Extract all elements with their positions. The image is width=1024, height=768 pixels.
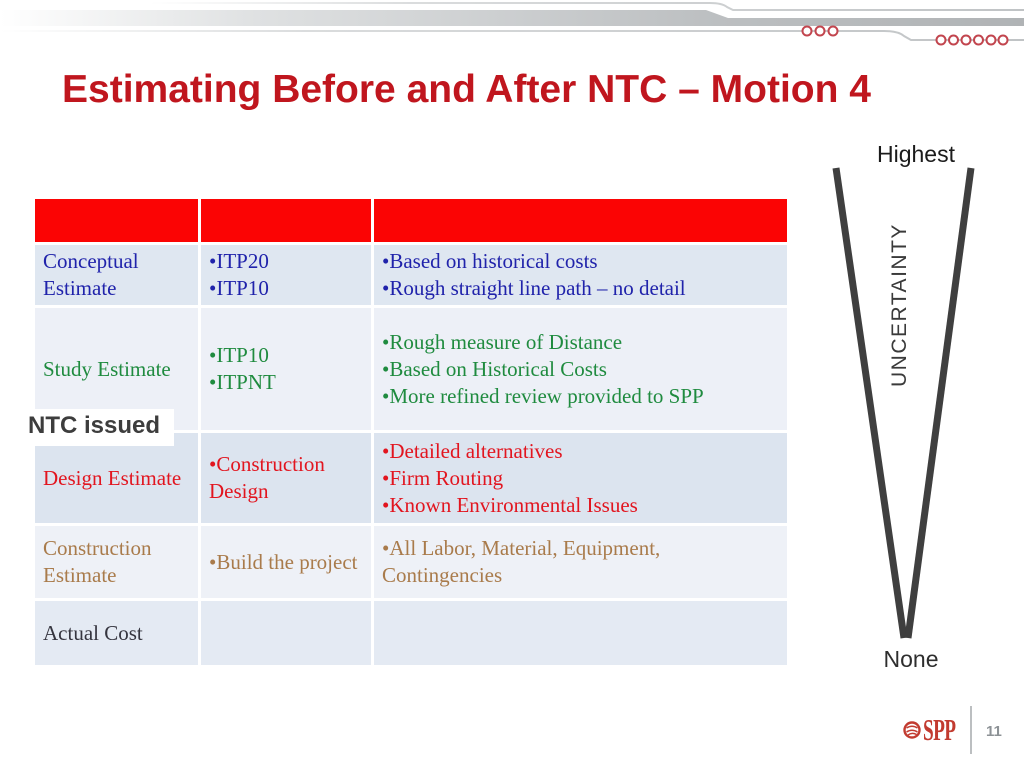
- funnel-right-line: [904, 167, 975, 639]
- detail-item: Rough straight line path – no detail: [382, 275, 779, 302]
- deco-circles-left: [801, 25, 839, 37]
- detail-item: Firm Routing: [382, 465, 779, 492]
- footer: SPP 11: [900, 704, 1020, 760]
- table-row-actual-cost: Actual Cost: [35, 601, 787, 665]
- estimate-table: Conceptual Estimate ITP20 ITP10 Based on…: [35, 199, 787, 668]
- page-title: Estimating Before and After NTC – Motion…: [62, 68, 871, 111]
- phase-cell: ITP10 ITPNT: [201, 308, 371, 430]
- stage-cell: Construction Estimate: [35, 526, 198, 598]
- table-row-design-estimate: Design Estimate Construction Design Deta…: [35, 433, 787, 523]
- spp-logo: SPP: [902, 712, 975, 748]
- phase-item: Build the project: [209, 549, 363, 576]
- phase-cell: [201, 601, 371, 665]
- detail-item: Detailed alternatives: [382, 438, 779, 465]
- deco-thick-bar: [0, 10, 1024, 26]
- detail-item: Based on Historical Costs: [382, 356, 779, 383]
- stage-cell: Design Estimate: [35, 433, 198, 523]
- footer-divider: [970, 706, 972, 754]
- detail-item: Known Environmental Issues: [382, 492, 779, 519]
- ntc-issued-label: NTC issued: [14, 409, 175, 446]
- header-cell-phase: [201, 199, 371, 242]
- table-row-study-estimate: Study Estimate ITP10 ITPNT Rough measure…: [35, 308, 787, 430]
- phase-cell: Build the project: [201, 526, 371, 598]
- details-cell: All Labor, Material, Equipment, Continge…: [374, 526, 787, 598]
- details-cell: Rough measure of Distance Based on Histo…: [374, 308, 787, 430]
- table-header-row: [35, 199, 787, 242]
- spp-globe-icon: [903, 721, 921, 739]
- table-row-conceptual-estimate: Conceptual Estimate ITP20 ITP10 Based on…: [35, 245, 787, 305]
- detail-item: Based on historical costs: [382, 248, 779, 275]
- funnel-highest-label: Highest: [877, 141, 955, 167]
- phase-item: ITP10: [209, 342, 363, 369]
- details-cell: Based on historical costs Rough straight…: [374, 245, 787, 305]
- phase-item: ITPNT: [209, 369, 363, 396]
- page-number: 11: [986, 723, 1002, 740]
- details-cell: Detailed alternatives Firm Routing Known…: [374, 433, 787, 523]
- header-ribbon-decoration: [0, 1, 1024, 46]
- phase-cell: ITP20 ITP10: [201, 245, 371, 305]
- detail-item: Rough measure of Distance: [382, 329, 779, 356]
- header-cell-details: [374, 199, 787, 242]
- details-cell: [374, 601, 787, 665]
- deco-circles-right: [935, 34, 1009, 46]
- phase-item: ITP10: [209, 275, 363, 302]
- header-cell-stage: [35, 199, 198, 242]
- phase-item: Construction Design: [209, 451, 363, 505]
- stage-cell: Actual Cost: [35, 601, 198, 665]
- funnel-left-line: [832, 167, 908, 639]
- funnel-uncertainty-label: UNCERTAINTY: [888, 223, 911, 388]
- funnel-none-label: None: [883, 646, 939, 672]
- detail-item: All Labor, Material, Equipment, Continge…: [382, 535, 779, 589]
- uncertainty-funnel-shape: [832, 167, 975, 639]
- phase-item: ITP20: [209, 248, 363, 275]
- stage-cell: Conceptual Estimate: [35, 245, 198, 305]
- detail-item: More refined review provided to SPP: [382, 383, 779, 410]
- deco-thin-line-bottom: [0, 30, 1024, 41]
- spp-logo-text: SPP: [923, 712, 956, 747]
- deco-thin-line-top: [150, 1, 1024, 11]
- phase-cell: Construction Design: [201, 433, 371, 523]
- table-row-construction-estimate: Construction Estimate Build the project …: [35, 526, 787, 598]
